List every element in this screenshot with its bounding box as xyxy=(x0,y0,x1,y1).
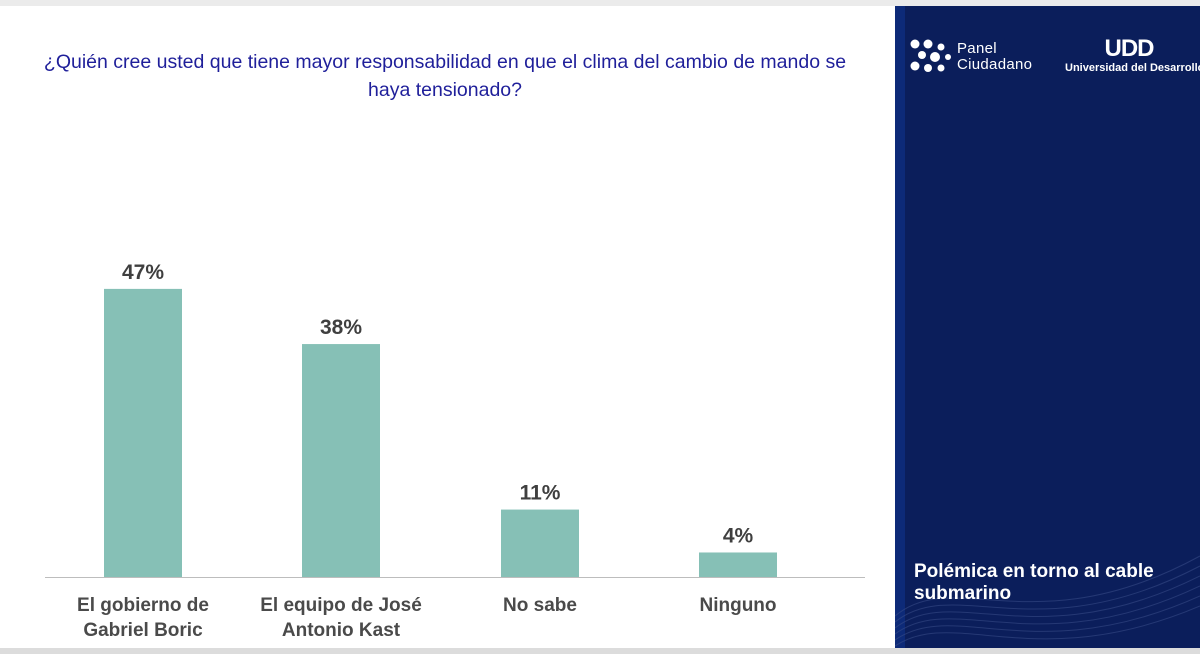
panel-ciudadano-logo: Panel Ciudadano xyxy=(907,36,1032,78)
category-label-2: No sabe xyxy=(503,595,577,616)
data-label-2: 11% xyxy=(520,482,561,505)
category-label-0: El gobierno de Gabriel Boric xyxy=(77,595,209,641)
udd-logo-mark: UDD xyxy=(1104,35,1155,62)
bar-0 xyxy=(104,288,182,577)
logo-ciudadano-word: Ciudadano xyxy=(957,56,1033,73)
bottom-border-strip xyxy=(0,648,1200,654)
data-label-1: 38% xyxy=(320,316,362,339)
decorative-waves xyxy=(895,555,1200,647)
chart-slide: ¿Quién cree usted que tiene mayor respon… xyxy=(0,6,895,648)
data-label-0: 47% xyxy=(122,261,164,284)
bar-1 xyxy=(302,344,380,577)
bar-2 xyxy=(501,509,579,577)
top-border-strip xyxy=(0,0,1200,6)
sidebar-panel: Panel Ciudadano UDD Universidad del Desa… xyxy=(895,6,1200,648)
logo-panel-word: Panel xyxy=(957,40,997,57)
chart-question-title: ¿Quién cree usted que tiene mayor respon… xyxy=(43,51,847,101)
category-label-3: Ninguno xyxy=(699,595,776,616)
udd-logo-name: Universidad del Desarrollo xyxy=(1065,62,1200,74)
category-label-1: El equipo de José Antonio Kast xyxy=(260,595,422,641)
bar-chart: 47% El gobierno de Gabriel Boric 38% El equi… xyxy=(45,261,865,641)
sidebar-accent-stripe xyxy=(895,6,905,648)
sidebar-topic-title: Polémica en torno al cable submarino xyxy=(914,561,1154,604)
panel-dots-icon xyxy=(910,39,951,72)
data-label-3: 4% xyxy=(723,524,754,547)
bar-3 xyxy=(699,552,777,577)
udd-logo: UDD Universidad del Desarrollo xyxy=(1065,35,1200,75)
